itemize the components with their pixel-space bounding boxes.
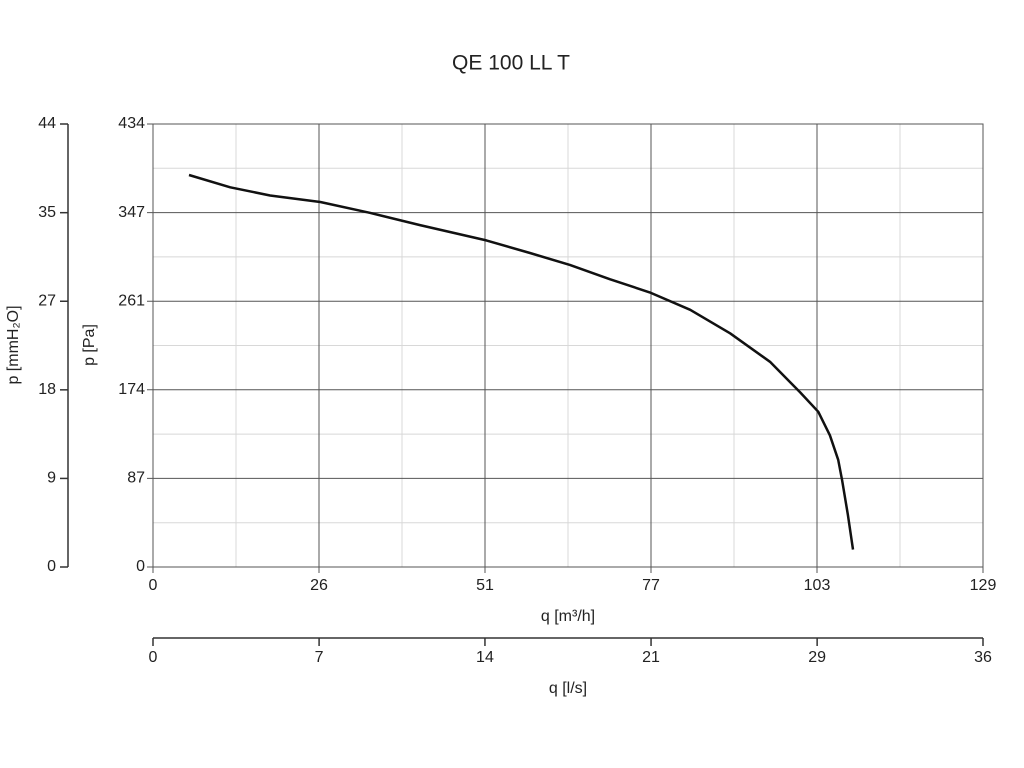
y2-tick-label: 0 <box>47 558 56 575</box>
x2-tick-label: 29 <box>808 649 826 666</box>
y2-tick-label: 44 <box>38 115 56 132</box>
y2-tick-label: 9 <box>47 470 56 487</box>
x-tick-label: 129 <box>970 577 997 594</box>
y-tick-label: 87 <box>127 470 145 487</box>
x-axis-label: q [m³/h] <box>541 608 595 625</box>
x2-tick-label: 7 <box>315 649 324 666</box>
y-tick-label: 347 <box>118 204 145 221</box>
x2-tick-label: 0 <box>149 649 158 666</box>
x-tick-label: 103 <box>804 577 831 594</box>
y2-axis-label: p [mmH₂O] <box>5 305 22 384</box>
y-tick-label: 174 <box>118 381 145 398</box>
y2-tick-label: 27 <box>38 292 56 309</box>
y-tick-label: 261 <box>118 292 145 309</box>
y-tick-label: 434 <box>118 115 145 132</box>
x2-tick-label: 21 <box>642 649 660 666</box>
x2-tick-label: 36 <box>974 649 992 666</box>
curve <box>188 173 855 550</box>
y2-tick-label: 18 <box>38 381 56 398</box>
x-tick-label: 0 <box>149 577 158 594</box>
y-axis-label: p [Pa] <box>81 324 98 366</box>
x-tick-label: 77 <box>642 577 660 594</box>
x-tick-label: 51 <box>476 577 494 594</box>
y-tick-label: 0 <box>136 558 145 575</box>
x2-axis-label: q [l/s] <box>549 680 587 697</box>
plot-frame <box>152 123 984 568</box>
x-tick-label: 26 <box>310 577 328 594</box>
chart-title: QE 100 LL T <box>452 52 570 75</box>
y2-tick-label: 35 <box>38 204 56 221</box>
x2-tick-label: 14 <box>476 649 494 666</box>
